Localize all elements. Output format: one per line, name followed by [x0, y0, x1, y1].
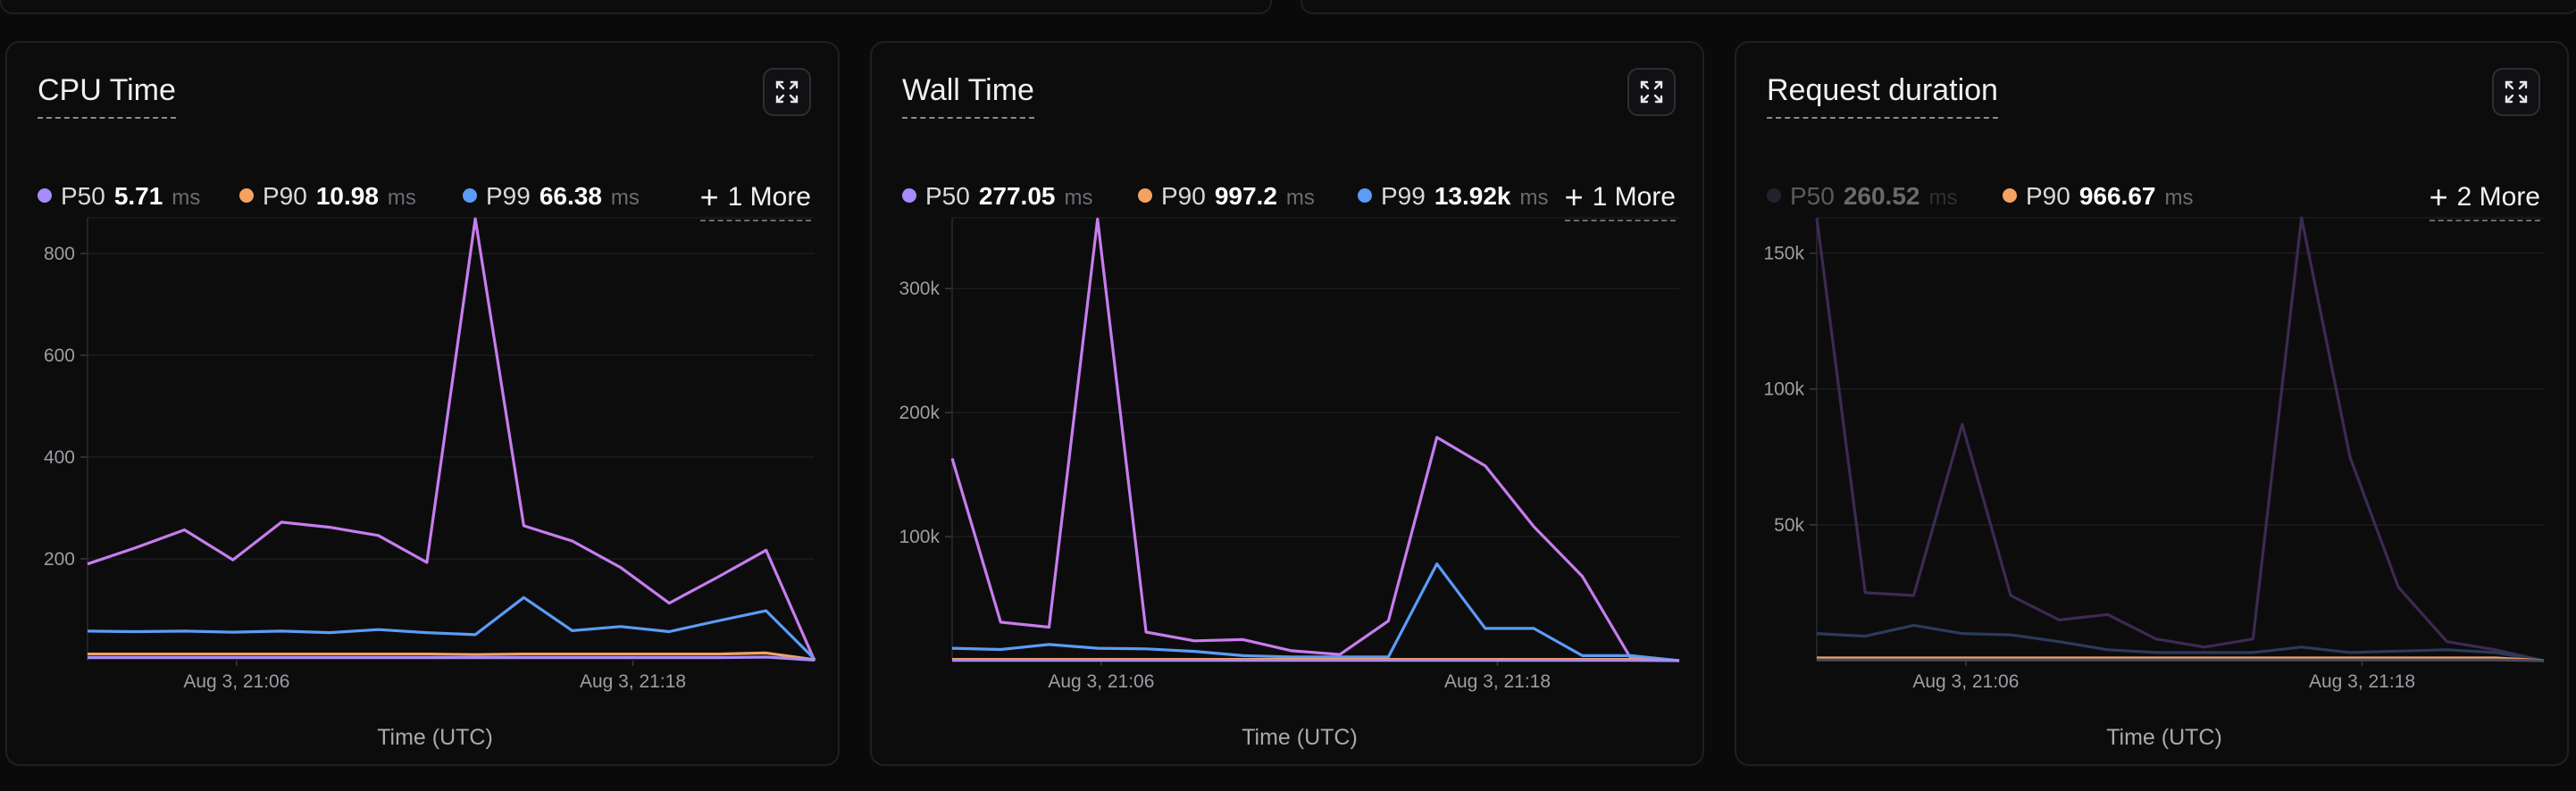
expand-button[interactable] [2492, 68, 2540, 116]
legend-value: 997.2 [1214, 182, 1277, 210]
legend-label: P90 [263, 182, 307, 210]
more-series-button[interactable]: + 1 More [1564, 179, 1676, 221]
y-tick-label: 100k [899, 527, 940, 547]
y-tick-label: 200 [44, 549, 75, 570]
x-tick-label: Aug 3, 21:18 [580, 671, 686, 692]
legend-unit: ms [387, 186, 416, 210]
x-tick-label: Aug 3, 21:06 [1048, 671, 1154, 692]
series-line-0[interactable] [950, 217, 1680, 662]
x-tick-label: Aug 3, 21:06 [183, 671, 289, 692]
series-dot [239, 188, 254, 203]
y-tick-label: 400 [44, 447, 75, 468]
expand-icon [1640, 80, 1663, 104]
legend-item-p90[interactable]: P90 966.67 ms [2003, 182, 2193, 211]
more-label: 1 More [727, 182, 811, 212]
series-line-1[interactable] [1816, 623, 2545, 662]
legend-item-p90[interactable]: P90 10.98 ms [239, 182, 416, 211]
panel-title: CPU Time [38, 73, 176, 119]
y-tick-label: 150k [1763, 244, 1804, 264]
legend-unit: ms [1064, 186, 1093, 210]
x-tick-label: Aug 3, 21:06 [1912, 671, 2019, 692]
legend-label: P50 [1790, 182, 1835, 210]
plus-icon: + [1564, 179, 1584, 215]
legend: P50 260.52 ms P90 966.67 ms + 2 More [1767, 179, 2540, 223]
panel-title: Request duration [1767, 73, 1998, 119]
legend: P50 5.71 ms P90 10.98 ms P99 66.38 ms + … [38, 179, 811, 223]
legend-label: P99 [1381, 182, 1426, 210]
expand-button[interactable] [763, 68, 811, 116]
legend-unit: ms [2164, 186, 2194, 210]
legend-value: 10.98 [315, 182, 379, 210]
series-dot [1138, 188, 1152, 203]
x-tick-label: Aug 3, 21:18 [2309, 671, 2415, 692]
series-line-1[interactable] [951, 562, 1680, 662]
x-axis-title: Time (UTC) [377, 725, 493, 750]
plus-icon: + [2429, 179, 2448, 215]
panel-title: Wall Time [902, 73, 1034, 119]
legend-value: 277.05 [978, 182, 1056, 210]
series-line-3[interactable] [88, 655, 815, 662]
series-dot [1767, 188, 1781, 203]
legend-value: 966.67 [2078, 182, 2156, 210]
legend-item-p99[interactable]: P99 66.38 ms [463, 182, 640, 211]
more-label: 2 More [2456, 182, 2540, 212]
legend-label: P90 [1161, 182, 1206, 210]
legend-label: P50 [925, 182, 970, 210]
legend-item-p99[interactable]: P99 13.92k ms [1358, 182, 1548, 211]
series-dot [2003, 188, 2017, 203]
y-tick-label: 600 [44, 346, 75, 366]
series-line-1[interactable] [87, 595, 816, 661]
legend-item-p90[interactable]: P90 997.2 ms [1138, 182, 1315, 211]
expand-button[interactable] [1627, 68, 1676, 116]
legend-unit: ms [1285, 186, 1315, 210]
cpu-time-chart: 200 400 600 800 Aug 3, 21:06 Aug 3, 21:18 Time… [44, 217, 816, 750]
legend-unit: ms [1928, 186, 1958, 210]
series-dot [1358, 188, 1372, 203]
previous-row-panel-left [0, 0, 1272, 14]
y-tick-label: 800 [44, 244, 75, 264]
x-tick-label: Aug 3, 21:18 [1444, 671, 1551, 692]
more-series-button[interactable]: + 1 More [699, 179, 811, 221]
legend-label: P99 [486, 182, 531, 210]
y-tick-label: 200k [899, 403, 940, 423]
y-tick-label: 300k [899, 279, 940, 299]
legend-unit: ms [171, 186, 201, 210]
request-duration-panel: Request duration P50 260.52 ms P90 966.6… [1735, 41, 2569, 766]
legend-label: P90 [2026, 182, 2070, 210]
series-line-2[interactable] [1817, 656, 2545, 662]
previous-row-panel-right [1301, 0, 2576, 14]
x-axis-title: Time (UTC) [2106, 725, 2222, 750]
request-duration-chart: 50k 100k 150k Aug 3, 21:06 Aug 3, 21:18 Time … [1763, 216, 2545, 750]
series-line-2[interactable] [88, 651, 815, 662]
legend-unit: ms [1519, 186, 1549, 210]
legend-item-p50[interactable]: P50 5.71 ms [38, 182, 200, 211]
series-line-0[interactable] [1815, 216, 2545, 662]
legend-value: 13.92k [1434, 182, 1511, 210]
y-tick-label: 100k [1763, 379, 1804, 400]
legend: P50 277.05 ms P90 997.2 ms P99 13.92k ms… [902, 179, 1676, 223]
legend-label: P50 [61, 182, 105, 210]
series-line-3[interactable] [1817, 658, 2545, 662]
legend-item-p50[interactable]: P50 277.05 ms [902, 182, 1092, 211]
legend-value: 5.71 [113, 182, 163, 210]
series-dot [38, 188, 52, 203]
more-series-button[interactable]: + 2 More [2429, 179, 2540, 221]
more-label: 1 More [1592, 182, 1676, 212]
legend-item-p50[interactable]: P50 260.52 ms [1767, 182, 1957, 211]
x-axis-title: Time (UTC) [1242, 725, 1358, 750]
series-dot [902, 188, 916, 203]
wall-time-panel: Wall Time P50 277.05 ms P90 997.2 ms P99… [870, 41, 1704, 766]
series-line-0[interactable] [87, 217, 816, 662]
expand-icon [2505, 80, 2528, 104]
wall-time-chart: 100k 200k 300k Aug 3, 21:06 Aug 3, 21:18 Time… [899, 217, 1680, 750]
y-tick-label: 50k [1774, 515, 1804, 536]
expand-icon [775, 80, 799, 104]
series-dot [463, 188, 477, 203]
legend-value: 260.52 [1843, 182, 1920, 210]
cpu-time-panel: CPU Time P50 5.71 ms P90 10.98 ms P99 66… [5, 41, 840, 766]
legend-unit: ms [610, 186, 640, 210]
legend-value: 66.38 [539, 182, 602, 210]
plus-icon: + [699, 179, 719, 215]
